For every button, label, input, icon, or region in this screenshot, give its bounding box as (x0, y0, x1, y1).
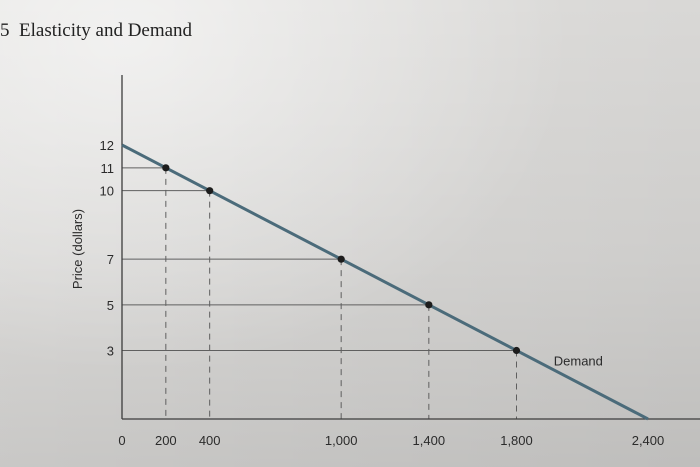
x-tick-label: 0 (118, 433, 125, 448)
demand-point (337, 255, 345, 263)
x-tick-labels: 0 200 400 1,000 1,400 1,800 2,400 (118, 433, 664, 448)
demand-curve (121, 143, 649, 421)
chart-points (162, 164, 521, 355)
x-tick-label: 400 (199, 433, 221, 448)
chart-gridlines (122, 167, 517, 419)
demand-point (425, 301, 433, 309)
y-tick-label: 5 (107, 298, 114, 313)
x-tick-label: 1,400 (413, 433, 446, 448)
y-tick-label: 3 (107, 344, 114, 359)
y-tick-label: 7 (107, 252, 114, 267)
chart-axes (121, 75, 700, 420)
x-tick-label: 1,800 (500, 433, 533, 448)
y-tick-label: 11 (101, 161, 115, 176)
demand-point (206, 187, 214, 195)
chapter-number: 5 (0, 20, 10, 41)
y-tick-label: 10 (100, 184, 114, 199)
x-tick-label: 200 (155, 433, 177, 448)
demand-point (512, 346, 521, 355)
y-axis-title: Price (dollars) (70, 209, 85, 289)
demand-series-label: Demand (554, 353, 603, 368)
x-tick-label: 1,000 (325, 433, 358, 448)
y-tick-label: 12 (100, 138, 114, 153)
y-tick-labels: 3 5 7 10 11 12 (100, 138, 114, 359)
demand-point (162, 164, 170, 172)
page-title: Elasticity and Demand (19, 20, 193, 41)
chart-series (121, 143, 649, 421)
x-tick-label: 2,400 (632, 433, 665, 448)
